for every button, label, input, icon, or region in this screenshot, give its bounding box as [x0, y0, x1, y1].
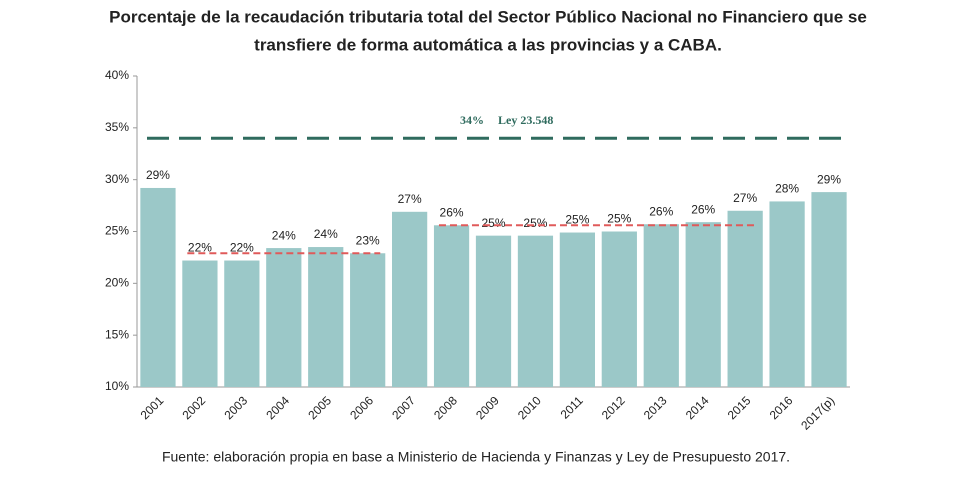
- reference-label: 34%: [460, 113, 484, 127]
- x-tick-label: 2014: [683, 393, 712, 422]
- value-label: 27%: [733, 191, 757, 205]
- source: Fuente: elaboración propia en base a Min…: [162, 449, 790, 465]
- bar: [182, 260, 218, 387]
- bar: [350, 253, 386, 387]
- y-tick-label: 35%: [105, 120, 129, 134]
- x-tick-label: 2013: [641, 393, 670, 422]
- bar: [266, 248, 302, 387]
- chart-title: Porcentaje de la recaudación tributaria …: [109, 7, 867, 26]
- bar: [769, 201, 805, 387]
- bar: [643, 224, 679, 387]
- x-tick-label: 2016: [767, 393, 796, 422]
- bar: [140, 187, 176, 387]
- value-label: 26%: [649, 204, 673, 218]
- x-tick-label: 2017(p): [798, 393, 837, 432]
- value-label: 29%: [817, 172, 841, 186]
- bar: [517, 235, 554, 387]
- value-label: 26%: [440, 205, 464, 219]
- value-label: 23%: [356, 233, 380, 247]
- bar: [224, 260, 260, 387]
- x-tick-label: 2015: [725, 393, 754, 422]
- x-tick-label: 2002: [179, 393, 208, 422]
- value-label: 25%: [481, 216, 505, 230]
- value-label: 24%: [314, 227, 338, 241]
- reference-name: Ley 23.548: [498, 113, 553, 127]
- y-tick-label: 25%: [105, 224, 129, 238]
- value-label: 29%: [146, 168, 170, 182]
- value-label: 25%: [607, 212, 631, 226]
- value-label: 22%: [188, 241, 212, 255]
- bar: [392, 211, 428, 387]
- x-tick-label: 2006: [347, 393, 376, 422]
- value-label: 27%: [398, 192, 422, 206]
- x-tick-label: 2003: [221, 393, 250, 422]
- x-tick-label: 2008: [431, 393, 460, 422]
- y-tick-label: 10%: [105, 379, 129, 393]
- bar: [308, 247, 344, 387]
- x-tick-label: 2001: [138, 393, 167, 422]
- bar: [475, 235, 512, 387]
- bar: [433, 225, 470, 387]
- x-tick-label: 2007: [389, 393, 418, 422]
- bar: [685, 222, 721, 387]
- bar: [811, 192, 847, 387]
- bar: [559, 232, 595, 387]
- bar: [727, 210, 763, 387]
- value-label: 28%: [775, 182, 799, 196]
- y-tick-label: 15%: [105, 327, 129, 341]
- x-tick-label: 2009: [473, 393, 502, 422]
- bar: [601, 231, 637, 387]
- chart-title: transfiere de forma automática a las pro…: [254, 35, 722, 54]
- x-tick-label: 2012: [599, 393, 628, 422]
- x-tick-label: 2005: [305, 393, 334, 422]
- value-label: 26%: [691, 202, 715, 216]
- x-tick-label: 2010: [515, 393, 544, 422]
- y-tick-label: 40%: [105, 68, 129, 82]
- y-tick-label: 20%: [105, 276, 129, 290]
- x-tick-label: 2004: [263, 393, 292, 422]
- y-tick-label: 30%: [105, 172, 129, 186]
- value-label: 25%: [523, 216, 547, 230]
- value-label: 22%: [230, 241, 254, 255]
- value-label: 24%: [272, 228, 296, 242]
- value-label: 25%: [565, 213, 589, 227]
- x-tick-label: 2011: [558, 393, 586, 421]
